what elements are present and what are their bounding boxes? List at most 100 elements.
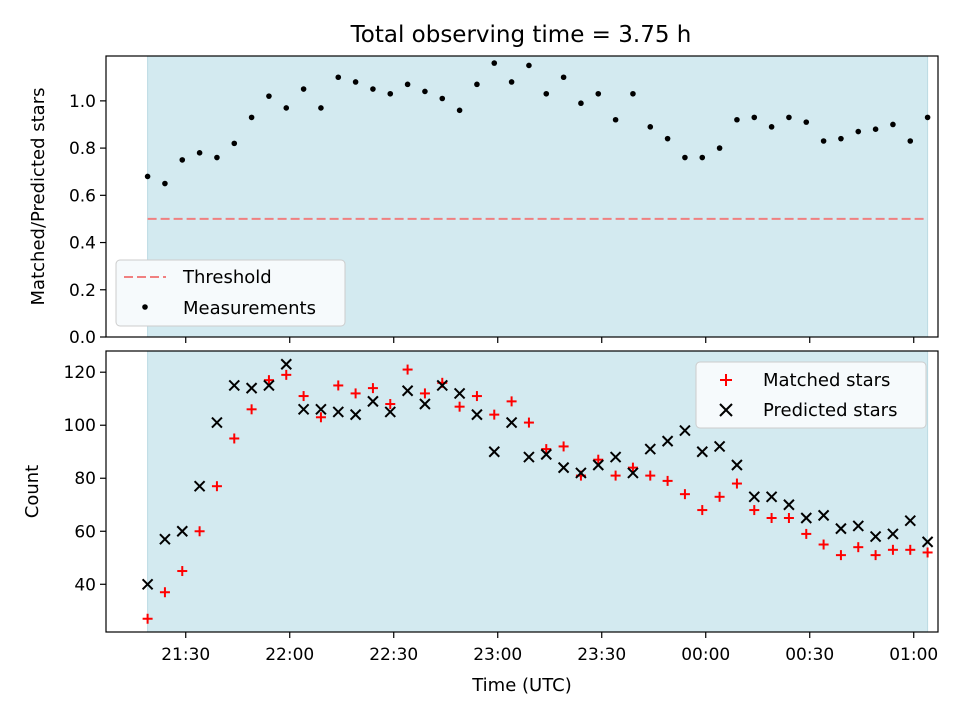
predicted-star-point <box>263 379 275 392</box>
predicted-star-point <box>887 528 899 540</box>
measurement-point <box>404 81 411 88</box>
measurement-point <box>162 180 168 187</box>
y-tick-label: 0.6 <box>69 186 96 206</box>
predicted-star-point <box>575 467 587 479</box>
measurement-point <box>768 124 775 130</box>
predicted-star-point <box>384 406 396 418</box>
matched-star-point <box>818 539 829 550</box>
x-marker-b <box>245 382 258 394</box>
measurement-point <box>855 128 862 135</box>
x-marker-b <box>367 395 379 408</box>
legend-predicted-label: Predicted stars <box>763 400 897 421</box>
matched-star-point <box>766 513 777 524</box>
x-marker-b <box>783 499 795 511</box>
legend-matched-label: Matched stars <box>763 370 890 391</box>
matched-star-point <box>887 544 898 555</box>
matched-star-point <box>177 566 188 577</box>
predicted-star-point <box>401 385 414 397</box>
measurement-point <box>491 60 498 66</box>
measurement-point <box>318 105 324 111</box>
measurement-point <box>179 157 186 163</box>
matched-star-point <box>523 417 534 428</box>
matched-star-point <box>731 478 742 489</box>
predicted-star-point <box>661 435 674 447</box>
matched-star-point <box>835 550 846 561</box>
matched-star-point <box>471 391 482 402</box>
predicted-star-point <box>713 440 726 453</box>
predicted-star-point <box>176 525 188 537</box>
x-marker-b <box>280 358 292 370</box>
measurement-point <box>300 86 307 92</box>
y-tick-label: 120 <box>64 363 96 383</box>
bottom-panel: 40 60 80 100 120 21:30 22:00 22:30 23:00 23:30 00… <box>22 350 939 696</box>
x-marker-b <box>644 443 656 455</box>
predicted-star-point <box>332 406 344 418</box>
legend-threshold-label: Threshold <box>182 267 272 288</box>
x-marker-b <box>852 520 864 532</box>
predicted-star-point <box>904 514 916 527</box>
measurement-point <box>664 135 671 142</box>
predicted-star-point <box>748 491 760 503</box>
x-marker-b <box>731 459 743 471</box>
measurement-point <box>266 93 272 99</box>
y-tick-label: 0.4 <box>69 234 96 254</box>
y-tick-label: 1.0 <box>69 92 96 112</box>
legend-measurements-swatch <box>142 304 148 310</box>
x-marker-b <box>748 491 760 503</box>
matched-star-point <box>679 489 690 500</box>
matched-star-point <box>419 388 430 399</box>
predicted-star-point <box>436 379 448 392</box>
x-marker-b <box>488 446 500 458</box>
x-marker-b <box>176 525 188 537</box>
measurement-point <box>508 79 515 85</box>
predicted-star-point <box>557 461 570 474</box>
x-marker-b <box>696 446 708 458</box>
x-marker-b <box>193 480 206 492</box>
x-axis-label: Time (UTC) <box>471 675 572 696</box>
y-tick-label: 0.8 <box>69 139 96 159</box>
x-marker-b <box>713 440 726 453</box>
predicted-star-point <box>228 379 240 392</box>
measurement-point <box>196 150 203 156</box>
measurement-point <box>387 90 394 97</box>
x-axis-top <box>185 337 915 343</box>
legend-top: Threshold Measurements <box>115 259 346 327</box>
matched-star-point <box>714 491 725 502</box>
x-marker-b <box>159 533 171 545</box>
measurement-point <box>716 145 723 151</box>
x-marker-b <box>921 536 934 548</box>
matched-star-point <box>541 444 552 455</box>
y-axis-label-top: Matched/Predicted stars <box>28 88 49 306</box>
matched-star-point <box>558 441 569 452</box>
x-axis-bottom: 21:30 22:00 22:30 23:00 23:30 00:00 00:30 01:00 <box>161 632 938 665</box>
top-panel: 0.0 0.2 0.4 0.6 0.8 1.0 Matched/Predicted sta… <box>28 55 939 348</box>
x-marker-b <box>263 379 275 392</box>
measurement-point <box>283 105 290 111</box>
x-tick-label: 23:00 <box>473 645 522 665</box>
x-marker-b <box>297 403 310 416</box>
matched-star-point <box>385 399 396 410</box>
legend-box-top <box>115 259 346 327</box>
predicted-star-point <box>540 448 552 461</box>
predicted-star-point <box>731 459 743 471</box>
x-marker-b <box>436 379 448 392</box>
predicted-star-point <box>523 451 535 463</box>
measurements-series <box>144 60 931 187</box>
measurement-point <box>699 154 706 161</box>
x-marker-b <box>592 459 604 471</box>
measurement-point <box>630 90 636 97</box>
x-marker-b <box>575 467 587 479</box>
measurement-point <box>578 100 584 107</box>
predicted-star-point <box>453 387 466 400</box>
matched-star-point <box>333 380 344 391</box>
predicted-star-point <box>852 520 864 532</box>
predicted-star-point <box>159 533 171 545</box>
x-tick-label: 22:00 <box>265 645 314 665</box>
x-marker-b <box>141 578 154 590</box>
plot-frame-bottom <box>105 350 939 633</box>
measurement-point <box>751 114 758 121</box>
predicted-star-point <box>211 416 223 429</box>
x-marker-b <box>817 509 830 522</box>
x-marker-b <box>887 528 899 540</box>
matched-star-point <box>159 587 170 598</box>
